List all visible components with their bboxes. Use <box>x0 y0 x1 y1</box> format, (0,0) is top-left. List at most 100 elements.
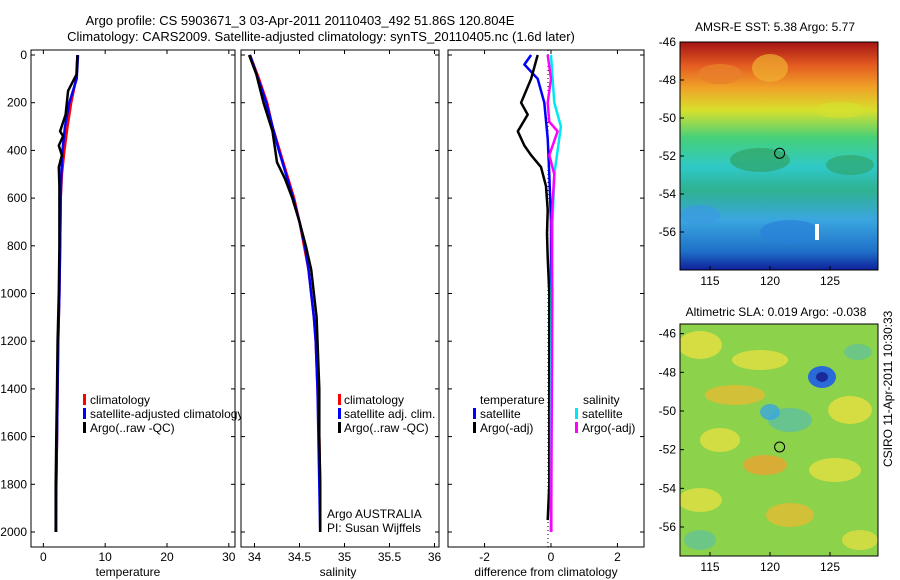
legend-swatch-climatology <box>83 394 86 405</box>
sla-high-patch <box>766 503 814 527</box>
sst-cool-patch <box>730 148 790 172</box>
y-tick-label: 1600 <box>0 430 27 444</box>
legend-swatch-sal-satellite <box>575 408 578 419</box>
figure-title-line1: Argo profile: CS 5903671_3 03-Apr-2011 2… <box>86 13 515 28</box>
legend-label-satellite: satellite-adjusted climatology <box>90 407 243 421</box>
sla-high-patch <box>680 331 722 359</box>
temperature-x-ticks: 0 10 20 30 <box>40 50 236 564</box>
sla-map-panel: Altimetric SLA: 0.019 Argo: -0.038 115 12… <box>659 305 879 574</box>
sst-axis-ticks: 115 120 125 -46 -48 -50 -52 -54 -56 <box>659 35 841 288</box>
x-tick-label: 125 <box>820 560 840 574</box>
series-line-argo-raw-qc <box>247 54 322 532</box>
x-tick-label: 35 <box>338 550 352 564</box>
figure-title-line2: Climatology: CARS2009. Satellite-adjuste… <box>67 29 575 44</box>
salinity-panel: 34 34.5 35 35.5 36 salinity climatology sate… <box>240 49 442 579</box>
y-tick-label: 400 <box>7 143 27 157</box>
sst-heatmap <box>680 42 878 270</box>
x-tick-label: 34 <box>248 550 262 564</box>
sla-low-patch <box>760 404 780 420</box>
y-tick-label: 1400 <box>0 382 27 396</box>
x-tick-label: 0 <box>548 550 555 564</box>
credit-line1: Argo AUSTRALIA <box>327 507 422 521</box>
legend-label-temp-argo: Argo(-adj) <box>480 421 533 435</box>
sst-warm-patch <box>752 54 788 82</box>
x-tick-label: 10 <box>99 550 113 564</box>
series-line-salinity-argo-adj <box>546 54 559 532</box>
legend-label-argo: Argo(..raw -QC) <box>90 421 175 435</box>
series-line-argo-raw-qc <box>54 54 79 532</box>
sla-low-patch <box>684 530 716 550</box>
sla-argo-position-marker <box>774 441 786 453</box>
x-tick-label: 120 <box>760 274 780 288</box>
y-tick-label: 200 <box>7 96 27 110</box>
difference-panel: -2 0 2 difference from climatology tempera… <box>447 49 645 579</box>
sst-warm-patch <box>698 64 742 84</box>
credit-line2: PI: Susan Wijffels <box>327 521 421 535</box>
legend-swatch-temp-argo <box>473 422 476 433</box>
temperature-legend: climatology satellite-adjusted climatolo… <box>83 393 243 435</box>
sla-high-patch <box>743 455 787 475</box>
y-tick-label: -52 <box>659 149 677 163</box>
sst-cool-patch <box>760 220 820 244</box>
y-tick-label: -48 <box>659 73 677 87</box>
y-tick-label: -54 <box>659 187 677 201</box>
temperature-x-label: temperature <box>96 565 161 579</box>
legend-swatch-temp-satellite <box>473 408 476 419</box>
difference-y-ticks <box>448 54 644 533</box>
y-tick-label: 1000 <box>0 287 27 301</box>
sla-high-patch <box>700 428 740 452</box>
legend-label-sal-satellite: satellite <box>582 407 623 421</box>
sst-missing-data <box>815 224 819 240</box>
series-line-temperature-argo-adj <box>516 54 551 521</box>
x-tick-label: 120 <box>760 560 780 574</box>
y-tick-label: 2000 <box>0 525 27 539</box>
y-tick-label: -50 <box>659 404 677 418</box>
sla-low-patch <box>844 344 872 360</box>
sla-high-patch <box>809 458 861 482</box>
y-tick-label: 600 <box>7 191 27 205</box>
sla-high-patch <box>705 385 765 405</box>
legend-label-climatology: climatology <box>344 393 404 407</box>
sla-low-patch <box>816 372 828 382</box>
legend-swatch-sal-argo <box>575 422 578 433</box>
temperature-series <box>54 54 80 533</box>
salinity-legend: climatology satellite adj. clim. Argo(..… <box>338 393 435 435</box>
legend-swatch-satellite <box>338 408 341 419</box>
x-tick-label: -2 <box>479 550 490 564</box>
x-tick-label: 125 <box>820 274 840 288</box>
legend-label-satellite: satellite adj. clim. <box>344 407 435 421</box>
legend-swatch-satellite <box>83 408 86 419</box>
legend-swatch-climatology <box>338 394 341 405</box>
difference-series <box>516 54 563 532</box>
legend-swatch-argo <box>83 422 86 433</box>
sla-high-patch <box>680 488 722 512</box>
legend-label-climatology: climatology <box>90 393 150 407</box>
y-tick-label: 0 <box>20 48 27 62</box>
sst-cool-patch <box>826 155 874 175</box>
y-tick-label: -48 <box>659 365 677 379</box>
sla-heatmap <box>680 324 878 556</box>
side-timestamp: CSIRO 11-Apr-2011 10:30:33 <box>881 310 895 467</box>
x-tick-label: 20 <box>160 550 174 564</box>
x-tick-label: 34.5 <box>288 550 312 564</box>
difference-x-ticks: -2 0 2 <box>479 50 621 564</box>
y-tick-label: -56 <box>659 520 677 534</box>
sla-axes-box <box>679 323 879 557</box>
y-tick-label: -46 <box>659 35 677 49</box>
sst-map-title: AMSR-E SST: 5.38 Argo: 5.77 <box>695 20 855 34</box>
x-tick-label: 36 <box>428 550 442 564</box>
y-tick-label: -56 <box>659 225 677 239</box>
y-tick-label: -52 <box>659 443 677 457</box>
salinity-x-label: salinity <box>320 565 357 579</box>
x-tick-label: 115 <box>700 274 719 288</box>
legend-label-sal-argo: Argo(-adj) <box>582 421 635 435</box>
salinity-x-ticks: 34 34.5 35 35.5 36 <box>248 50 442 564</box>
x-tick-label: 0 <box>40 550 47 564</box>
sst-argo-position-marker <box>774 147 786 159</box>
y-tick-label: 1200 <box>0 334 27 348</box>
legend-title-temperature: temperature <box>480 393 545 407</box>
y-tick-label: -54 <box>659 481 677 495</box>
difference-legend: temperature satellite Argo(-adj) salinit… <box>473 393 635 435</box>
legend-title-salinity: salinity <box>583 393 620 407</box>
sla-high-patch <box>732 350 788 370</box>
